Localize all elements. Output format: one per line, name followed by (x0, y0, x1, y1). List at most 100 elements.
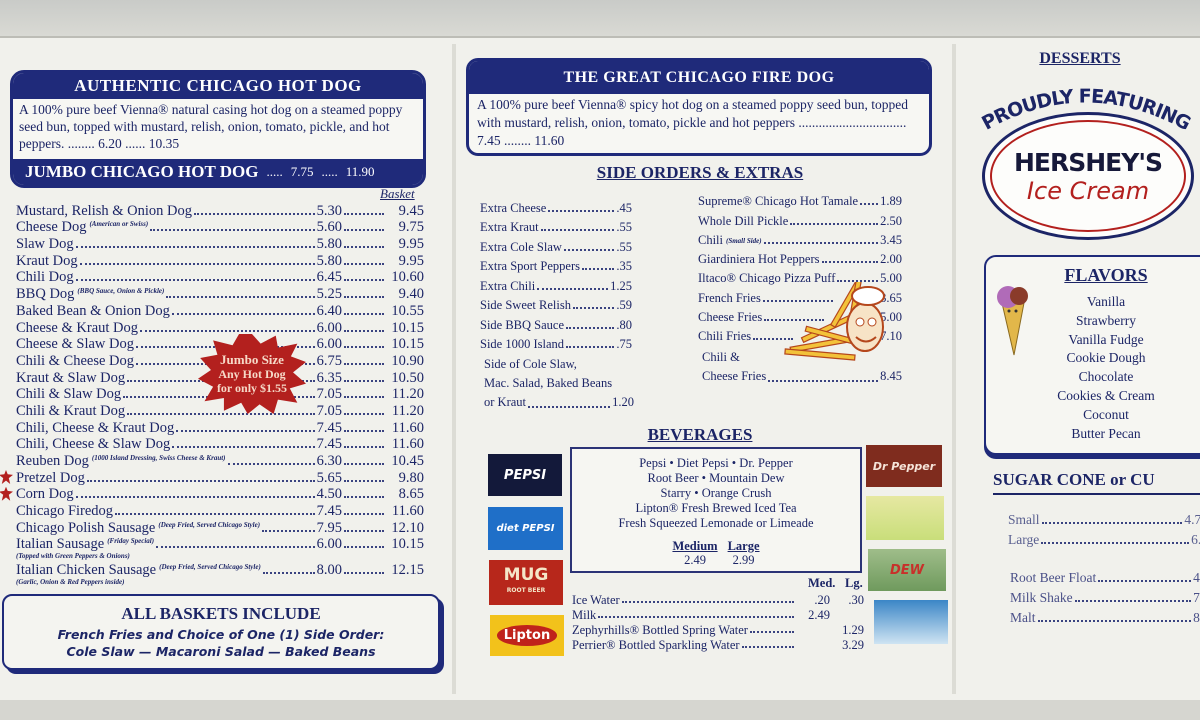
menu-item-price: 8.00 (316, 562, 342, 579)
menu-item-name: Baked Bean & Onion Dog (16, 302, 170, 319)
menu-item-note: (Deep Fried, Served Chicago Style) (158, 520, 261, 529)
dot-leader (764, 319, 825, 322)
side-item-row: Giardiniera Hot Peppers 2.00 (698, 248, 902, 267)
dot-leader (171, 312, 315, 315)
large-size-price: 2.99 (732, 553, 755, 567)
menu-item-row: Mustard, Relish & Onion Dog 5.30 9.45 (16, 202, 424, 219)
jumbo-size-starburst: Jumbo Size Any Hot Dog for only $1.55 (198, 334, 306, 414)
dot-leader (581, 268, 615, 270)
menu-item-name: Pretzel Dog (16, 469, 85, 486)
menu-item-name: Slaw Dog (16, 236, 74, 253)
menu-item-basket-price: 9.45 (398, 202, 424, 219)
side-item-price: 3.45 (880, 232, 902, 247)
menu-item-basket-price: 9.40 (398, 286, 424, 303)
panel-divider (452, 44, 456, 694)
dot-leader (566, 326, 615, 329)
dessert-name: Malt (1010, 610, 1036, 625)
side-item-name: Extra Sport Peppers (480, 259, 580, 273)
side-item-row: Extra Sport Peppers .35 (480, 255, 632, 275)
authentic-hot-dog-price: 6.20 (98, 136, 122, 151)
dot-leader (344, 429, 384, 432)
fire-dog-title: THE GREAT CHICAGO FIRE DOG (469, 61, 929, 94)
zephyrhills-logo-icon (874, 600, 948, 644)
dot-leader (753, 338, 794, 341)
menu-item-name: Kraut & Slaw Dog (16, 369, 126, 386)
dot-leader (344, 362, 384, 365)
menu-item-row: Chili, Cheese & Slaw Dog 7.45 11.60 (16, 436, 424, 453)
menu-item-basket-price: 10.45 (391, 453, 424, 469)
side-item-price: 5.00 (880, 310, 902, 325)
side-extras-list: Extra Cheese .45 Extra Kraut .55 Extra Cole … (480, 196, 632, 352)
menu-item-note: (Deep Fried, Served Chicago Style) (159, 563, 261, 572)
menu-item-price: 6.45 (316, 269, 342, 286)
mug-logo-text: MUG (503, 564, 549, 585)
chili-cheese-price: 8.45 (880, 369, 902, 383)
menu-item-price: 7.05 (316, 386, 342, 403)
fountain-drinks-box: Pepsi • Diet Pepsi • Dr. Pepper Root Beer… (570, 447, 862, 573)
menu-item-price: 6.00 (316, 319, 342, 336)
panel-divider (952, 44, 956, 694)
bottled-beverages-list: Ice Water .20.30 Milk 2.49 Zephyrhills® Bott… (572, 592, 864, 652)
fountain-drink-line: Lipton® Fresh Brewed Iced Tea (635, 501, 797, 515)
side-item-row: Extra Cheese .45 (480, 196, 632, 216)
dot-leader (598, 616, 794, 618)
dot-leader (262, 572, 315, 575)
side-item-name: Extra Chili (480, 278, 536, 293)
side-item-price: 3.65 (880, 290, 902, 305)
menu-item-name: Chicago Firedog (16, 503, 114, 520)
dot-leader (1037, 620, 1192, 622)
flavor-item: Cookies & Cream (1057, 387, 1155, 403)
side-item-name: Extra Cole Slaw (480, 239, 562, 254)
mountain-dew-logo-icon: DEW (868, 549, 946, 591)
diet-pepsi-logo-text: diet PEPSI (496, 523, 555, 534)
chili-cheese-fries-item: Chili & Cheese Fries 8.45 (702, 348, 902, 386)
desserts-title: DESSERTS (1039, 50, 1121, 67)
side-item-row: Chili (Small Side) 3.45 (698, 229, 902, 248)
beverage-row: Perrier® Bottled Sparkling Water 3.29 (572, 637, 864, 652)
side-item-name: Extra Kraut (480, 220, 539, 234)
beverage-large-price: .30 (848, 593, 864, 607)
side-orders-title: SIDE ORDERS & EXTRAS (596, 163, 804, 182)
side-item-row: Extra Chili 1.25 (480, 274, 632, 294)
dot-leader (344, 446, 384, 449)
dessert-row: Large 6.0 (1008, 528, 1200, 548)
beverage-row: Ice Water .20 .30 (572, 592, 864, 607)
menu-item-row: Reuben Dog (1000 Island Dressing, Swiss C… (16, 452, 424, 469)
dot-leader (621, 601, 794, 603)
menu-item-name: Chili Dog (16, 269, 74, 286)
side-item-row: Extra Kraut .55 (480, 216, 632, 236)
side-item-name: Cheese Fries (698, 310, 763, 325)
side-item-price: 1.89 (880, 194, 902, 209)
dot-leader (344, 279, 384, 282)
menu-item-subnote: (Garlic, Onion & Red Peppers inside) (16, 578, 125, 587)
menu-item-name: Chili & Slaw Dog (16, 386, 122, 403)
lg-column-header: Lg. (845, 576, 863, 590)
side-item-price: 1.25 (610, 278, 632, 293)
fire-dog-price: 7.45 (477, 133, 501, 148)
beverages-title: BEVERAGES (647, 425, 753, 444)
dot-leader (176, 429, 315, 432)
side-item-price: .35 (616, 259, 632, 273)
dessert-row: Small 4.75 (1008, 508, 1200, 528)
menu-item-row: Pretzel Dog 5.65 9.80 (0, 469, 424, 486)
flavor-item: Vanilla (1086, 294, 1126, 309)
side-item-note: (Small Side) (726, 236, 762, 245)
dot-leader (563, 248, 615, 251)
dot-leader (344, 396, 384, 399)
large-size-label: Large (727, 539, 760, 553)
authentic-hot-dog-title: AUTHENTIC CHICAGO HOT DOG (13, 73, 423, 99)
menu-item-row: Chicago Firedog 7.45 11.60 (16, 502, 424, 519)
side-item-price: .55 (616, 239, 632, 254)
jumbo-burst-line2: Any Hot Dog (218, 367, 286, 381)
menu-item-row: BBQ Dog (BBQ Sauce, Onion & Pickle) 5.25 9.… (16, 285, 424, 302)
menu-item-basket-price: 11.60 (391, 436, 424, 453)
menu-item-subnote: (Topped with Green Peppers & Onions) (16, 552, 130, 561)
dot-leader (1041, 522, 1183, 524)
side-item-name: Giardiniera Hot Peppers (698, 252, 820, 267)
fountain-drink-line: Root Beer • Mountain Dew (647, 471, 785, 485)
menu-item-name: Chili, Cheese & Kraut Dog (16, 419, 175, 436)
menu-item-price: 6.00 (316, 536, 342, 553)
sugar-cone-title: SUGAR CONE or CU (993, 470, 1200, 495)
dot-leader (344, 463, 384, 465)
flavors-box: FLAVORS Vanilla Strawberry Vanilla Fudge Co… (984, 255, 1200, 455)
